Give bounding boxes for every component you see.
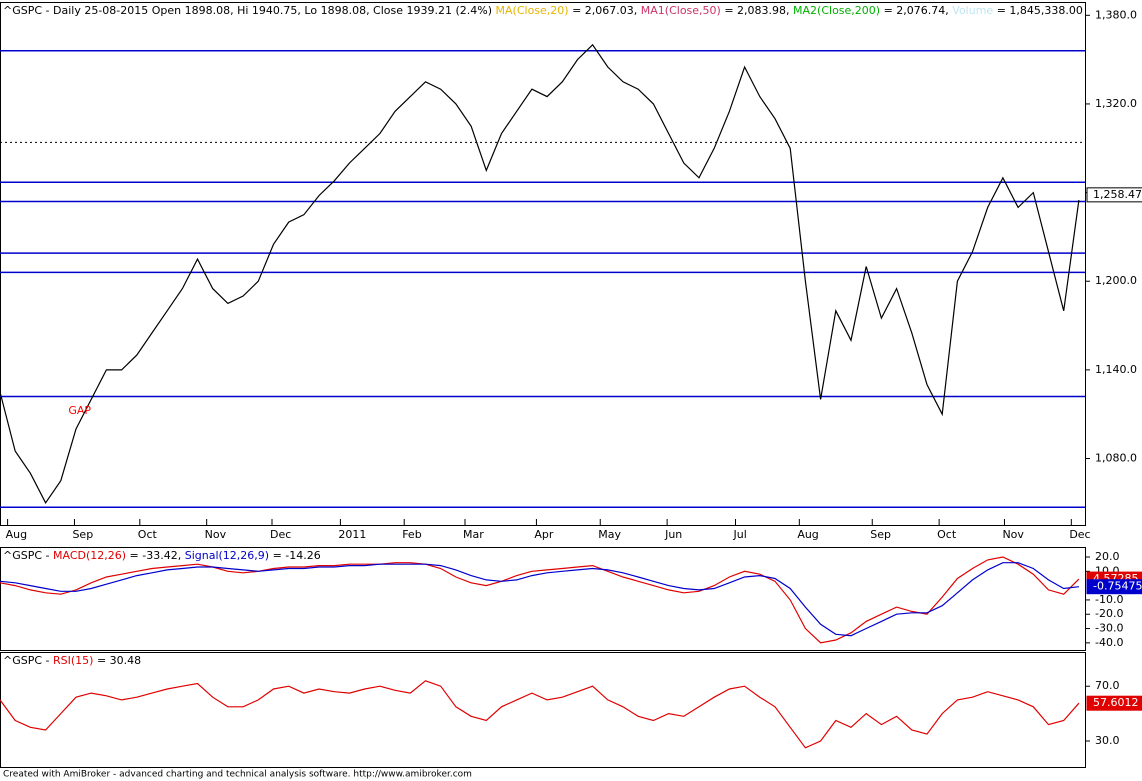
- y-tick-label: 30.0: [1095, 734, 1120, 747]
- y-tick-label: 20.0: [1095, 550, 1120, 563]
- series-line: [0, 680, 1080, 749]
- y-tick-label: 1,380.0: [1095, 8, 1137, 21]
- title-part: MA1(Close,50): [641, 4, 721, 17]
- title-part: Signal(12,26,9): [185, 549, 269, 562]
- x-tick-label: 2011: [338, 528, 366, 541]
- title-part: MA(Close,20): [496, 4, 569, 17]
- series-line: [0, 43, 1080, 504]
- y-tick-label: 1,080.0: [1095, 452, 1137, 465]
- y-tick-label: 1,200.0: [1095, 274, 1137, 287]
- y-tick-label: 1,140.0: [1095, 363, 1137, 376]
- x-tick-label: Jul: [732, 528, 746, 541]
- x-tick-label: Sep: [870, 528, 891, 541]
- y-tick-label: -40.0: [1095, 636, 1123, 649]
- y-tick-label: -10.0: [1095, 593, 1123, 606]
- title-part: = -33.42,: [126, 549, 185, 562]
- title-part: = 2,076.74,: [880, 4, 952, 17]
- panel-title: ^GSPC - RSI(15) = 30.48: [3, 654, 141, 667]
- last-value-label: -0.754754: [1093, 580, 1142, 593]
- last-value-box: [1086, 579, 1142, 595]
- panel-title: ^GSPC - MACD(12,26) = -33.42, Signal(12,…: [3, 549, 321, 562]
- y-tick-label: 1,320.0: [1095, 97, 1137, 110]
- x-tick-label: Sep: [72, 528, 93, 541]
- title-part: MA2(Close,200): [793, 4, 880, 17]
- last-value-label: 1,258.47: [1093, 188, 1142, 201]
- x-tick-label: Aug: [797, 528, 818, 541]
- title-part: = 2,083.98,: [721, 4, 793, 17]
- title-part: MACD(12,26): [53, 549, 126, 562]
- title-part: ^GSPC - Daily 25-08-2015 Open 1898.08, H…: [3, 4, 496, 17]
- y-tick-label: -30.0: [1095, 622, 1123, 635]
- series-line: [0, 562, 1079, 637]
- last-value-box: [1086, 695, 1142, 711]
- x-tick-label: Feb: [402, 528, 421, 541]
- x-tick-label: Nov: [205, 528, 227, 541]
- annotation: GAP: [68, 404, 91, 417]
- title-part: RSI(15): [53, 654, 93, 667]
- x-tick-label: Dec: [270, 528, 291, 541]
- title-part: ^GSPC -: [3, 654, 53, 667]
- x-tick-label: Jun: [664, 528, 682, 541]
- x-tick-label: May: [598, 528, 621, 541]
- title-part: = -14.26: [269, 549, 321, 562]
- title-part: ^GSPC -: [3, 549, 53, 562]
- x-tick-label: Dec: [1069, 528, 1090, 541]
- x-tick-label: Mar: [463, 528, 484, 541]
- title-part: = 30.48: [93, 654, 141, 667]
- x-tick-label: Nov: [1002, 528, 1024, 541]
- y-tick-label: 70.0: [1095, 679, 1120, 692]
- title-part: = 1,845,338.00: [993, 4, 1083, 17]
- panel-title: ^GSPC - Daily 25-08-2015 Open 1898.08, H…: [3, 4, 1083, 17]
- title-part: = 2,067.03,: [569, 4, 641, 17]
- series-line: [0, 556, 1080, 644]
- last-value-label: 57.6012: [1093, 696, 1139, 709]
- x-tick-label: Oct: [937, 528, 957, 541]
- last-value-box: [1086, 187, 1142, 203]
- title-part: Volume: [952, 4, 993, 17]
- footer: Created with AmiBroker - advanced charti…: [3, 770, 472, 780]
- x-tick-label: Apr: [534, 528, 554, 541]
- x-tick-label: Oct: [138, 528, 158, 541]
- y-tick-label: -20.0: [1095, 607, 1123, 620]
- x-tick-label: Aug: [6, 528, 27, 541]
